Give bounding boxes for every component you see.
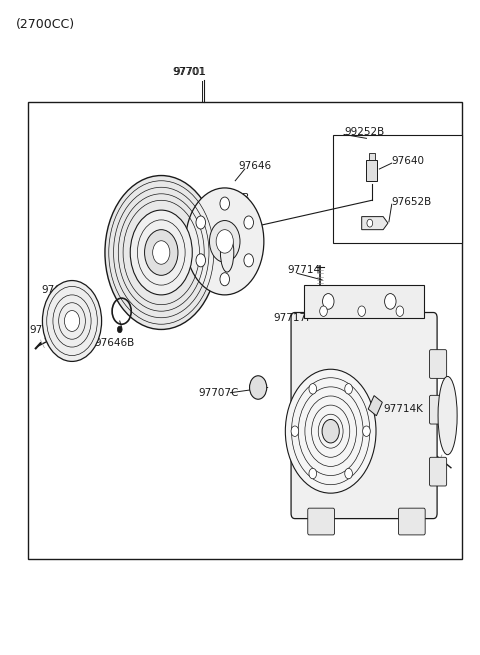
Bar <box>369 153 374 160</box>
Text: 97643A: 97643A <box>117 240 157 250</box>
Text: 97714K: 97714K <box>383 404 423 414</box>
Bar <box>333 135 462 243</box>
Text: 97701: 97701 <box>172 67 205 77</box>
Circle shape <box>309 468 317 479</box>
Circle shape <box>367 219 372 227</box>
Text: 97717E: 97717E <box>371 285 411 295</box>
Circle shape <box>285 369 376 493</box>
Bar <box>28 102 462 559</box>
Circle shape <box>220 272 229 286</box>
Text: 97707C: 97707C <box>198 388 239 398</box>
Text: 97643E: 97643E <box>141 193 180 203</box>
Text: 97646: 97646 <box>239 160 272 171</box>
Circle shape <box>64 310 80 331</box>
Circle shape <box>130 210 192 295</box>
Circle shape <box>345 384 352 394</box>
Circle shape <box>153 241 170 264</box>
Circle shape <box>144 230 178 275</box>
Text: 97646B: 97646B <box>95 338 135 348</box>
Circle shape <box>244 216 253 229</box>
Bar <box>366 160 377 181</box>
Text: 97652B: 97652B <box>392 197 432 207</box>
Ellipse shape <box>220 233 234 272</box>
Polygon shape <box>362 217 388 230</box>
Circle shape <box>244 253 253 267</box>
Circle shape <box>216 230 233 253</box>
Text: 97643E: 97643E <box>141 205 180 215</box>
Circle shape <box>42 280 102 362</box>
FancyBboxPatch shape <box>430 350 446 379</box>
Circle shape <box>220 197 229 210</box>
Circle shape <box>363 426 370 436</box>
Text: 99252B: 99252B <box>344 127 384 137</box>
Circle shape <box>250 376 267 400</box>
FancyBboxPatch shape <box>430 396 446 424</box>
Circle shape <box>320 306 327 316</box>
Circle shape <box>105 176 217 329</box>
Ellipse shape <box>438 377 457 455</box>
Circle shape <box>196 253 205 267</box>
FancyBboxPatch shape <box>308 508 335 535</box>
Circle shape <box>396 306 404 316</box>
Text: (2700CC): (2700CC) <box>16 18 75 31</box>
Circle shape <box>322 419 339 443</box>
Text: 97743A: 97743A <box>29 325 69 335</box>
Circle shape <box>309 384 317 394</box>
Polygon shape <box>42 151 357 357</box>
Circle shape <box>186 188 264 295</box>
FancyBboxPatch shape <box>430 457 446 486</box>
Polygon shape <box>368 396 382 416</box>
Text: 97644C: 97644C <box>41 285 82 295</box>
Text: 97711B: 97711B <box>209 193 249 203</box>
Circle shape <box>209 221 240 262</box>
Bar <box>304 285 424 318</box>
Text: 97640: 97640 <box>392 156 425 166</box>
Text: 97701: 97701 <box>173 67 206 77</box>
Circle shape <box>323 293 334 309</box>
Circle shape <box>117 326 122 333</box>
FancyBboxPatch shape <box>398 508 425 535</box>
Circle shape <box>196 216 205 229</box>
Circle shape <box>345 468 352 479</box>
Text: 97717F: 97717F <box>274 312 312 323</box>
Circle shape <box>384 293 396 309</box>
Text: 97714: 97714 <box>288 265 321 275</box>
Circle shape <box>358 306 365 316</box>
FancyBboxPatch shape <box>291 312 437 519</box>
Circle shape <box>291 426 299 436</box>
